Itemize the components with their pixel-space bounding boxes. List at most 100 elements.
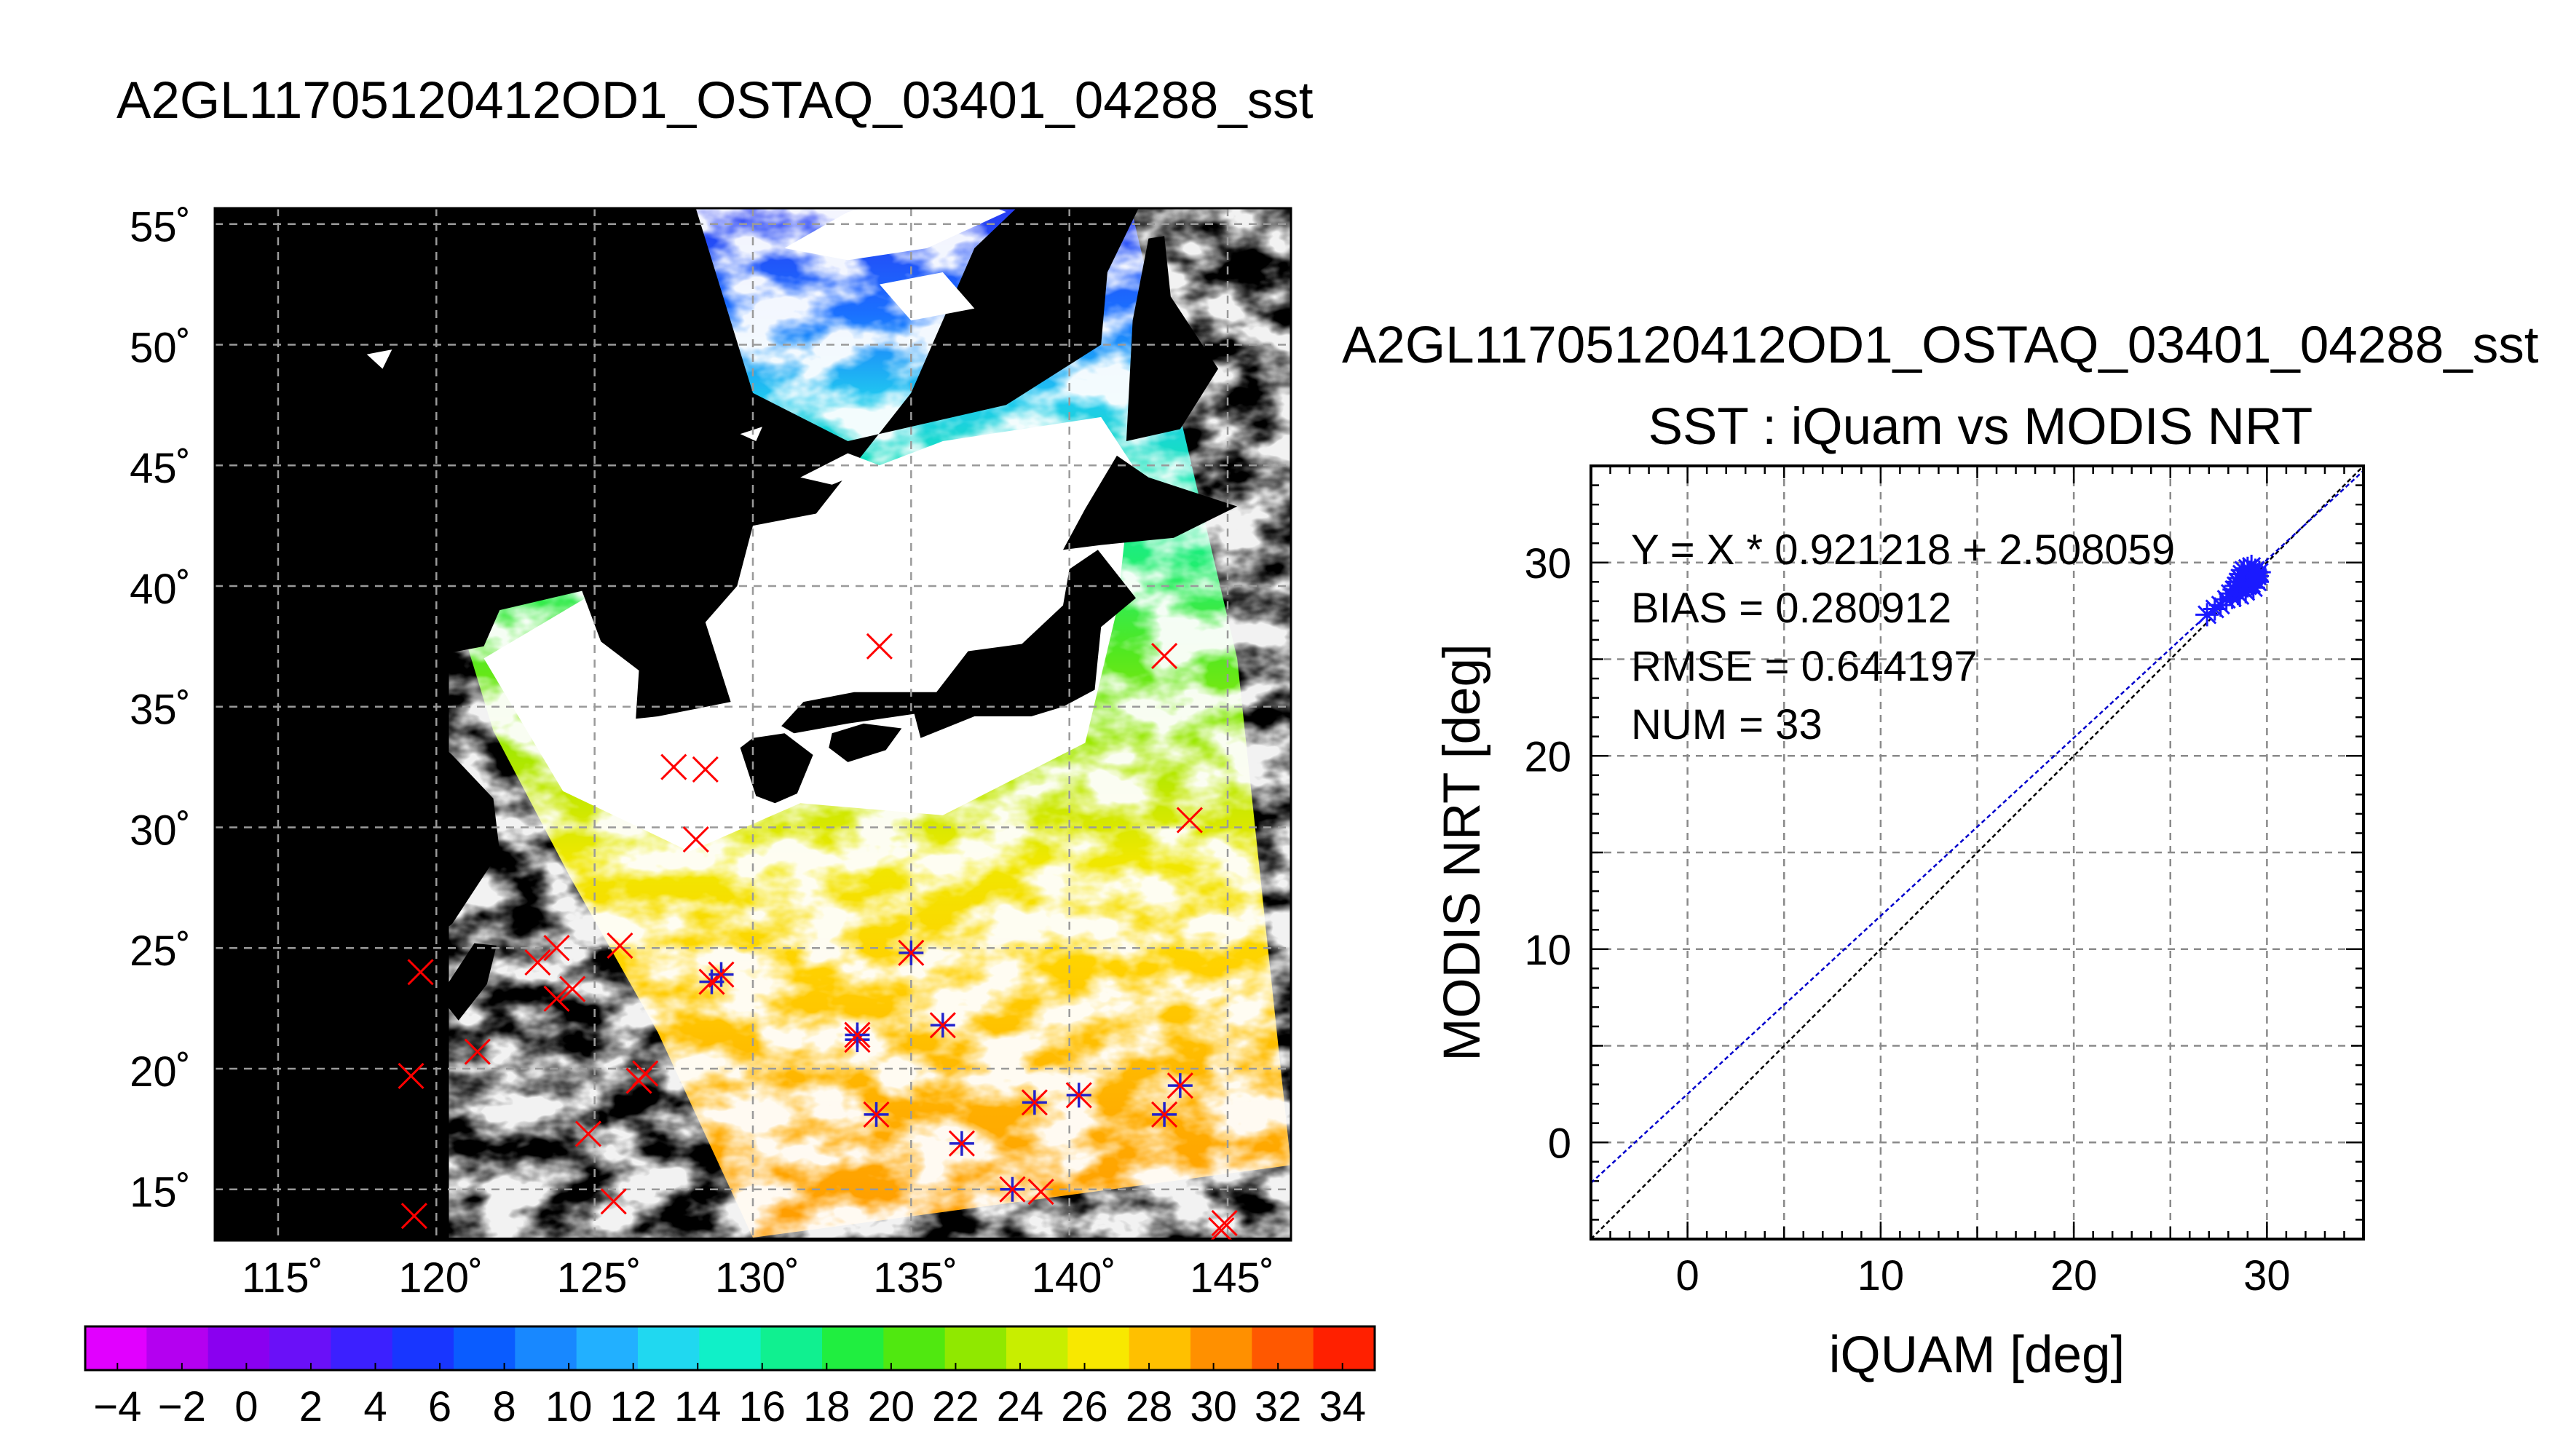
colorbar-tick-label: 16 — [739, 1383, 786, 1431]
landmass-4 — [740, 733, 813, 804]
snow-patch-2 — [366, 349, 392, 369]
colorbar-tick-label: 2 — [299, 1383, 323, 1431]
matchup-marker — [1027, 1178, 1054, 1206]
colorbar-tick-label: 28 — [1126, 1383, 1173, 1431]
colorbar-tick-labels: −4 −2 0 2 4 6 8 10 12 14 16 18 20 22 24 26 28 30 32 34 — [93, 1383, 1366, 1431]
colorbar-segment — [822, 1326, 884, 1370]
matchup-marker — [1166, 1072, 1193, 1099]
colorbar-segment — [208, 1326, 270, 1370]
snow-patch-1 — [879, 272, 975, 321]
colorbar-tick-label: 30 — [1190, 1383, 1237, 1431]
scatter-point — [2247, 561, 2271, 585]
snow-patch-0 — [784, 208, 1006, 261]
colorbar-frame — [84, 1325, 1376, 1372]
colorbar-segment — [576, 1326, 639, 1370]
matchup-marker — [632, 1060, 659, 1087]
matchup-marker — [948, 1130, 975, 1157]
colorbar-tick-label: 12 — [609, 1383, 657, 1431]
y-tick-label: 0 — [1548, 1120, 1571, 1167]
y-axis-label: MODIS NRT [deg] — [1434, 644, 1491, 1061]
colorbar-tick-label: 18 — [803, 1383, 850, 1431]
lat-tick-label: 25˚ — [130, 927, 191, 975]
statistics-annotation: Y = X * 0.921218 + 2.508059 BIAS = 0.2809… — [1631, 526, 2175, 748]
longitude-labels: 115˚ 120˚ 125˚ 130˚ 135˚ 140˚ 145˚ — [242, 1254, 1274, 1302]
scatter-points — [2195, 555, 2271, 627]
colorbar-tick-label: 32 — [1255, 1383, 1302, 1431]
matchup-marker — [398, 1062, 424, 1089]
matchup-marker — [929, 1012, 956, 1039]
colorbar-tick-label: 4 — [363, 1383, 387, 1431]
landmass-5 — [439, 943, 497, 1021]
colorbar-tick-label: 34 — [1319, 1383, 1366, 1431]
matchup-marker — [1021, 1089, 1048, 1116]
x-tick-label: 30 — [2243, 1252, 2291, 1299]
cloud-north — [483, 416, 1133, 852]
lat-tick-label: 15˚ — [130, 1169, 191, 1216]
x-tick-label: 0 — [1675, 1252, 1699, 1299]
y-tick-label: 20 — [1524, 733, 1571, 780]
matchup-marker — [1151, 1101, 1178, 1128]
lat-tick-label: 30˚ — [130, 807, 191, 854]
colorbar-tick-label: 20 — [868, 1383, 915, 1431]
matchup-marker — [574, 1120, 602, 1147]
matchup-marker — [692, 756, 719, 783]
lat-tick-label: 50˚ — [130, 324, 191, 371]
sst-map: 15˚ 20˚ 25˚ 30˚ 35˚ 40˚ 45˚ 50˚ 55˚ 115˚ 120˚ 125˚… — [130, 204, 1292, 1302]
lat-tick-label: 55˚ — [130, 204, 191, 251]
landmass-2 — [781, 550, 1136, 738]
colorbar-tick-label: 26 — [1061, 1383, 1108, 1431]
landmass-6 — [1126, 236, 1218, 441]
y-tick-label: 10 — [1524, 927, 1571, 974]
land-mask — [215, 208, 1238, 1238]
matchup-marker — [559, 976, 586, 1002]
map-frame — [213, 207, 1292, 1242]
colorbar-tick-label: 22 — [932, 1383, 979, 1431]
matchup-marker — [600, 1188, 627, 1215]
matchup-marker — [1208, 1216, 1235, 1241]
colorbar-segment — [454, 1326, 516, 1370]
scatter-point — [2246, 564, 2270, 588]
landmass-3 — [829, 723, 902, 762]
lat-tick-label: 35˚ — [130, 687, 191, 734]
lon-tick-label: 115˚ — [242, 1254, 323, 1302]
lon-tick-label: 120˚ — [398, 1254, 483, 1302]
scatter-point — [2228, 583, 2252, 607]
scatter-point — [2235, 556, 2259, 580]
colorbar-segment — [1129, 1326, 1191, 1370]
y-tick-labels: 0 10 20 30 — [1524, 540, 1571, 1168]
scatter-frame — [1590, 464, 2365, 1241]
colorbar-tick-label: 0 — [234, 1383, 258, 1431]
matchup-marker — [543, 935, 570, 962]
colorbar-segment — [883, 1326, 946, 1370]
matchup-marker — [863, 1101, 890, 1128]
lat-tick-label: 40˚ — [130, 566, 191, 613]
matchup-marker — [898, 939, 925, 966]
matchup-marker — [866, 633, 893, 660]
matchup-marker — [708, 961, 735, 988]
annotation-line: NUM = 33 — [1631, 701, 1823, 748]
scatter-point — [2240, 555, 2264, 579]
lon-tick-label: 130˚ — [715, 1254, 799, 1302]
matchup-marker — [1151, 643, 1178, 670]
colorbar-segment — [638, 1326, 700, 1370]
matchup-marker — [1065, 1082, 1092, 1109]
colorbar-segment — [944, 1326, 1007, 1370]
matchup-marker — [400, 1203, 427, 1230]
colorbar-tick-label: −2 — [158, 1383, 206, 1431]
colorbar-segment — [760, 1326, 823, 1370]
matchup-marker — [1176, 807, 1203, 834]
map-title: A2GL11705120412OD1_OSTAQ_03401_04288_sst — [117, 72, 1314, 130]
scatter-point — [2232, 558, 2256, 582]
annotation-line: Y = X * 0.921218 + 2.508059 — [1631, 526, 2175, 574]
lon-tick-label: 145˚ — [1190, 1254, 1274, 1302]
colorbar-segment — [699, 1326, 762, 1370]
matchup-marker — [660, 753, 687, 780]
colorbar-tick-label: −4 — [93, 1383, 141, 1431]
lat-tick-label: 20˚ — [130, 1048, 191, 1096]
colorbar-segment — [146, 1326, 209, 1370]
snow-patches — [366, 208, 1006, 485]
colorbar-segment — [1190, 1326, 1252, 1370]
lon-tick-label: 125˚ — [557, 1254, 641, 1302]
colorbar-segment — [392, 1326, 454, 1370]
